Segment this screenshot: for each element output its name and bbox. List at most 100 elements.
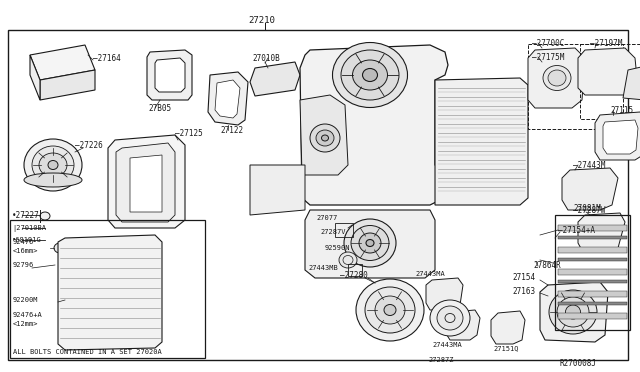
Ellipse shape <box>316 130 334 146</box>
Ellipse shape <box>437 306 463 330</box>
Polygon shape <box>30 45 95 80</box>
Ellipse shape <box>543 65 571 90</box>
Bar <box>558 247 627 253</box>
Ellipse shape <box>566 305 580 319</box>
Text: 27077: 27077 <box>316 215 337 221</box>
Text: 27287Z: 27287Z <box>428 357 454 363</box>
Bar <box>558 258 627 261</box>
Polygon shape <box>445 310 480 340</box>
Bar <box>10 220 205 358</box>
Ellipse shape <box>54 243 66 253</box>
Text: |27010BA: |27010BA <box>12 224 46 231</box>
Bar <box>558 225 627 231</box>
Bar <box>580 44 640 119</box>
Ellipse shape <box>548 70 566 86</box>
Polygon shape <box>426 278 463 310</box>
Polygon shape <box>30 55 40 100</box>
Polygon shape <box>595 112 640 160</box>
Text: 27443MB: 27443MB <box>308 265 338 271</box>
Bar <box>8 30 628 360</box>
Polygon shape <box>562 168 618 210</box>
Text: —27226: —27226 <box>75 141 103 150</box>
Text: 92200M: 92200M <box>13 297 38 303</box>
Text: 92476: 92476 <box>13 239 35 245</box>
Polygon shape <box>603 120 638 154</box>
Bar <box>558 302 627 305</box>
Bar <box>558 247 627 253</box>
Ellipse shape <box>430 300 470 336</box>
Bar <box>558 236 627 239</box>
Bar <box>528 44 623 129</box>
Text: 27151Q: 27151Q <box>493 345 518 351</box>
Ellipse shape <box>310 124 340 152</box>
Text: 27163: 27163 <box>512 288 535 296</box>
Bar <box>558 258 627 261</box>
Ellipse shape <box>356 279 424 341</box>
Text: 27443MA: 27443MA <box>415 271 445 277</box>
Bar <box>558 280 627 283</box>
Text: 27287V: 27287V <box>320 229 346 235</box>
Polygon shape <box>58 235 162 350</box>
Text: 92476+A: 92476+A <box>13 312 43 318</box>
Polygon shape <box>155 58 185 92</box>
Polygon shape <box>528 48 585 108</box>
Ellipse shape <box>24 139 82 191</box>
Polygon shape <box>435 78 528 205</box>
Text: 27443MA: 27443MA <box>432 342 461 348</box>
Polygon shape <box>578 213 625 252</box>
Text: ALL BOLTS CONTAINED IN A SET 27020A: ALL BOLTS CONTAINED IN A SET 27020A <box>13 349 162 355</box>
Bar <box>558 302 627 305</box>
Polygon shape <box>116 143 175 222</box>
Text: 27864R: 27864R <box>533 260 561 269</box>
Bar <box>555 215 630 330</box>
Polygon shape <box>305 210 435 278</box>
Polygon shape <box>491 311 525 344</box>
Ellipse shape <box>362 68 378 81</box>
Bar <box>335 223 353 237</box>
Ellipse shape <box>339 252 357 268</box>
Text: <16mm>: <16mm> <box>13 248 38 254</box>
Ellipse shape <box>351 225 389 260</box>
Ellipse shape <box>353 60 387 90</box>
Text: —27443M: —27443M <box>573 160 605 170</box>
Ellipse shape <box>321 135 328 141</box>
Bar <box>558 291 627 297</box>
Bar <box>558 269 627 275</box>
Polygon shape <box>250 62 300 96</box>
Text: <12mm>: <12mm> <box>13 321 38 327</box>
Polygon shape <box>215 80 240 118</box>
Ellipse shape <box>384 305 396 315</box>
Ellipse shape <box>39 153 67 177</box>
Polygon shape <box>300 45 448 205</box>
Polygon shape <box>300 95 348 175</box>
Text: —27700C: —27700C <box>532 38 564 48</box>
Text: 92590N: 92590N <box>325 245 351 251</box>
Text: 92796: 92796 <box>13 262 35 268</box>
Polygon shape <box>578 48 638 95</box>
Text: —27154+A: —27154+A <box>558 225 595 234</box>
Bar <box>0 0 640 30</box>
Text: —27197M: —27197M <box>590 38 622 48</box>
Bar <box>558 225 627 231</box>
Polygon shape <box>208 72 248 125</box>
Text: 27081M: 27081M <box>573 203 601 212</box>
Ellipse shape <box>341 50 399 100</box>
Text: —27164: —27164 <box>93 54 121 62</box>
Polygon shape <box>623 65 640 100</box>
Polygon shape <box>40 70 95 100</box>
Bar <box>558 269 627 275</box>
Ellipse shape <box>375 296 405 324</box>
Bar <box>558 280 627 283</box>
Polygon shape <box>250 165 305 215</box>
Bar <box>558 236 627 239</box>
Text: 27115: 27115 <box>610 106 633 115</box>
Text: —27175M: —27175M <box>532 52 564 61</box>
Text: 27154: 27154 <box>512 273 535 282</box>
Ellipse shape <box>344 219 396 267</box>
Ellipse shape <box>557 297 589 327</box>
Text: 27122: 27122 <box>220 125 243 135</box>
Bar <box>348 264 362 276</box>
Polygon shape <box>540 282 608 342</box>
Polygon shape <box>108 135 185 228</box>
Text: •68191G: •68191G <box>12 237 42 243</box>
